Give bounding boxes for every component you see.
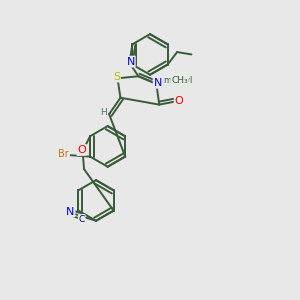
Text: S: S — [113, 71, 120, 82]
Text: N: N — [126, 57, 135, 67]
Text: C: C — [79, 215, 85, 224]
Text: N: N — [154, 78, 162, 88]
Text: O: O — [175, 96, 183, 106]
Text: O: O — [77, 145, 86, 155]
Text: H: H — [100, 108, 107, 117]
Text: N: N — [66, 206, 74, 217]
Text: Br: Br — [58, 149, 69, 160]
Text: CH₃: CH₃ — [171, 76, 188, 85]
Text: methyl: methyl — [164, 76, 193, 85]
